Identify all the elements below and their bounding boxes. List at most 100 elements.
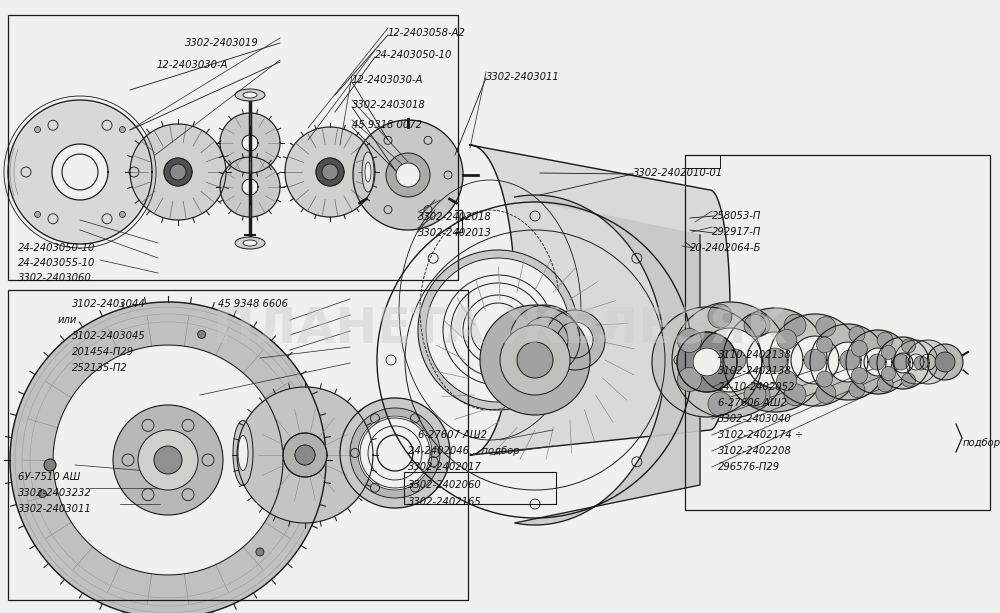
Polygon shape xyxy=(392,159,424,191)
Polygon shape xyxy=(908,354,924,370)
Circle shape xyxy=(677,329,701,352)
Polygon shape xyxy=(283,433,327,477)
Text: 3302-2402010-01: 3302-2402010-01 xyxy=(633,168,723,178)
Circle shape xyxy=(113,405,223,515)
Text: 3102-2403045: 3102-2403045 xyxy=(72,331,146,341)
Polygon shape xyxy=(652,307,762,417)
Text: 12-2403030-А: 12-2403030-А xyxy=(352,75,424,85)
Ellipse shape xyxy=(238,435,248,471)
Text: 24-2403050-10: 24-2403050-10 xyxy=(375,50,452,60)
Text: 6У-7510 АШ: 6У-7510 АШ xyxy=(18,472,80,482)
Circle shape xyxy=(138,430,198,490)
Circle shape xyxy=(777,329,797,349)
Text: 3302-2402165: 3302-2402165 xyxy=(408,497,482,507)
Circle shape xyxy=(724,349,746,371)
Polygon shape xyxy=(864,348,892,376)
Polygon shape xyxy=(723,308,827,412)
Polygon shape xyxy=(545,310,605,370)
Polygon shape xyxy=(53,345,283,575)
Circle shape xyxy=(935,352,955,372)
Polygon shape xyxy=(358,416,432,490)
Polygon shape xyxy=(894,340,938,384)
Circle shape xyxy=(480,305,590,415)
Circle shape xyxy=(198,330,206,338)
Polygon shape xyxy=(285,127,375,217)
Text: 3102-2403044: 3102-2403044 xyxy=(72,299,146,309)
Polygon shape xyxy=(672,302,788,418)
Text: 3302-2402060: 3302-2402060 xyxy=(408,480,482,490)
Polygon shape xyxy=(791,336,839,384)
Circle shape xyxy=(500,325,570,395)
Circle shape xyxy=(38,490,46,498)
Text: 3302-2403232: 3302-2403232 xyxy=(18,488,92,498)
Polygon shape xyxy=(522,317,568,363)
Text: 45 9318 0072: 45 9318 0072 xyxy=(352,120,422,130)
Circle shape xyxy=(881,367,895,381)
Circle shape xyxy=(295,445,315,465)
Circle shape xyxy=(316,158,344,186)
Text: 24-2403050-10: 24-2403050-10 xyxy=(18,243,95,253)
Polygon shape xyxy=(515,195,700,525)
Polygon shape xyxy=(130,124,226,220)
Circle shape xyxy=(677,368,701,392)
Text: 292917-П: 292917-П xyxy=(712,227,761,237)
Circle shape xyxy=(804,349,826,371)
Circle shape xyxy=(816,317,836,337)
Circle shape xyxy=(817,371,833,387)
Circle shape xyxy=(869,354,885,370)
Circle shape xyxy=(744,384,766,406)
Text: 6-27607 АШ2: 6-27607 АШ2 xyxy=(418,430,487,440)
Circle shape xyxy=(119,211,125,218)
Circle shape xyxy=(777,371,797,390)
Polygon shape xyxy=(368,426,422,480)
Text: 6-27606 АШ2: 6-27606 АШ2 xyxy=(718,398,787,408)
Polygon shape xyxy=(693,348,721,376)
Polygon shape xyxy=(920,354,936,370)
Polygon shape xyxy=(8,100,152,244)
Polygon shape xyxy=(283,433,327,477)
Text: 45 9348 6606: 45 9348 6606 xyxy=(218,299,288,309)
Text: 3102-2402208: 3102-2402208 xyxy=(718,446,792,456)
Circle shape xyxy=(851,368,867,384)
Circle shape xyxy=(154,446,182,474)
Polygon shape xyxy=(463,295,533,365)
Text: 24-2403055-10: 24-2403055-10 xyxy=(18,258,95,268)
Polygon shape xyxy=(677,332,737,392)
Circle shape xyxy=(746,383,770,407)
Circle shape xyxy=(816,383,836,403)
Circle shape xyxy=(35,126,41,132)
Text: 3102-2402138: 3102-2402138 xyxy=(718,366,792,376)
Text: 3302-2403011: 3302-2403011 xyxy=(486,72,560,82)
Polygon shape xyxy=(810,324,886,400)
Circle shape xyxy=(396,163,420,187)
Circle shape xyxy=(708,304,732,328)
Circle shape xyxy=(744,314,766,337)
Circle shape xyxy=(517,342,553,378)
Text: 20-2402064-Б: 20-2402064-Б xyxy=(690,243,762,253)
Circle shape xyxy=(322,164,338,180)
Circle shape xyxy=(817,337,833,353)
Circle shape xyxy=(256,548,264,556)
Circle shape xyxy=(927,344,963,380)
Text: 3302-2403011: 3302-2403011 xyxy=(18,504,92,514)
Polygon shape xyxy=(846,330,910,394)
Polygon shape xyxy=(426,258,570,402)
Ellipse shape xyxy=(243,240,257,246)
Text: подбор: подбор xyxy=(963,438,1000,448)
Text: 3302-2403060: 3302-2403060 xyxy=(18,273,92,283)
Circle shape xyxy=(881,345,895,359)
Polygon shape xyxy=(906,340,950,384)
Polygon shape xyxy=(471,303,525,357)
Ellipse shape xyxy=(243,92,257,98)
Circle shape xyxy=(840,350,860,370)
Circle shape xyxy=(849,326,865,343)
Circle shape xyxy=(784,384,806,406)
Circle shape xyxy=(849,381,865,398)
Polygon shape xyxy=(828,342,868,382)
Text: 12-2403058-А2: 12-2403058-А2 xyxy=(388,28,466,38)
Text: или: или xyxy=(58,315,77,325)
Circle shape xyxy=(386,153,430,197)
Polygon shape xyxy=(877,337,929,389)
Polygon shape xyxy=(747,332,803,388)
Text: 296576-П29: 296576-П29 xyxy=(718,462,780,472)
